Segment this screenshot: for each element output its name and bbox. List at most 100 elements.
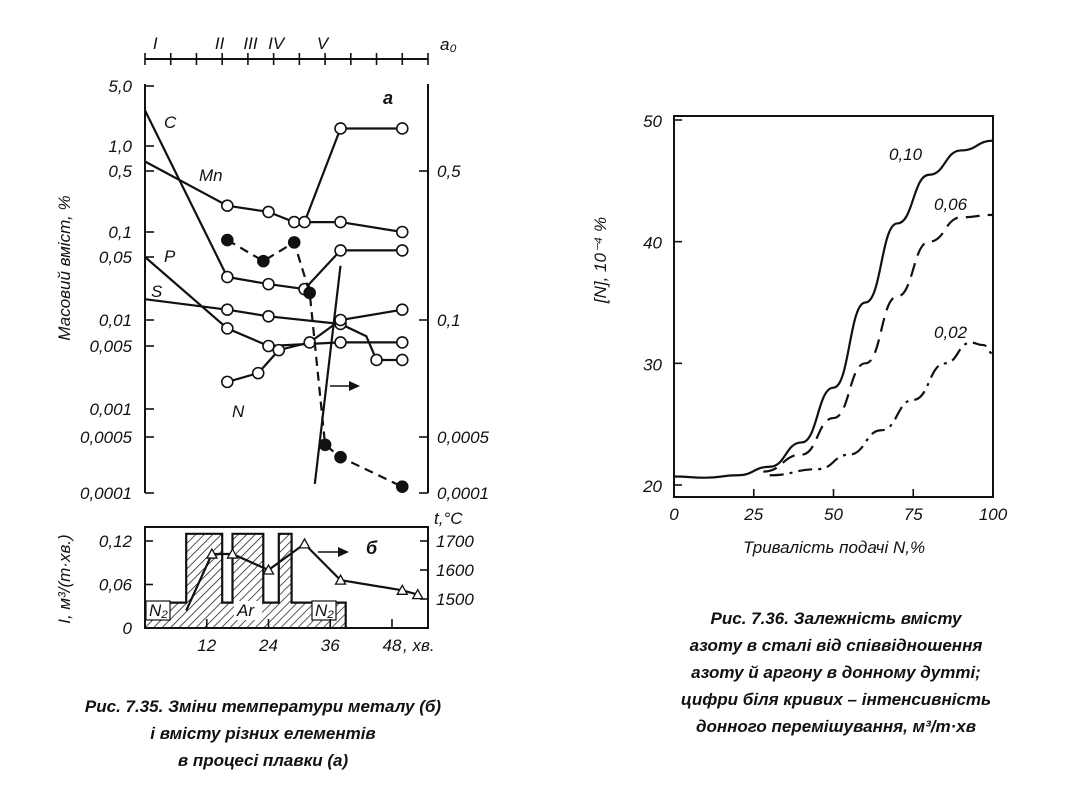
data-point — [221, 375, 234, 389]
series-label-0-02: 0,02 — [934, 323, 968, 342]
data-point — [287, 236, 301, 249]
data-point — [395, 353, 409, 367]
data-point — [303, 336, 316, 349]
caption-736-line-5: донного перемішування, м³/т·хв — [696, 717, 976, 736]
top-axis-label: a₀ — [440, 35, 457, 54]
series-label-0-06: 0,06 — [934, 195, 968, 214]
series-label-C: C — [164, 113, 177, 132]
data-point — [334, 244, 347, 257]
series-line-Mn — [144, 160, 403, 234]
x-tick-label: 36 — [321, 636, 340, 655]
stage-label-4: IV — [268, 34, 286, 53]
x-tick-label: 50 — [824, 505, 843, 524]
caption-736-line-4: цифри біля кривих – інтенсивність — [681, 690, 991, 709]
left-tick-label: 0,05 — [99, 248, 133, 267]
gas-label-ar: Ar — [236, 601, 255, 620]
data-point — [221, 270, 234, 284]
series-label-0-10: 0,10 — [889, 145, 923, 164]
y2-tick-label: 1600 — [436, 561, 474, 580]
data-point — [221, 322, 234, 335]
data-point — [303, 286, 316, 300]
data-point — [395, 480, 409, 493]
data-point — [395, 336, 409, 349]
data-point — [262, 277, 275, 291]
gas-label-n2-right: N₂ — [315, 601, 334, 620]
temperature-point — [334, 573, 347, 585]
data-point — [287, 215, 301, 229]
series-label-P: P — [164, 247, 176, 266]
x-tick-label: 0 — [669, 505, 679, 524]
temperature-point — [205, 547, 218, 559]
panel-label-b: б — [366, 538, 378, 558]
y-tick-label: 0,12 — [99, 532, 133, 551]
y-tick-label: 30 — [643, 355, 662, 374]
x-axis-title: Тривалість подачі N,% — [743, 538, 925, 557]
series-line-unnamed-7 — [313, 265, 342, 485]
left-tick-label: 0,5 — [108, 162, 132, 181]
data-point — [370, 353, 383, 367]
y-axis-title: [N], 10⁻⁴ % — [591, 217, 610, 304]
series-line-0-02 — [769, 341, 994, 477]
stage-label-3: III — [243, 34, 257, 53]
data-point — [221, 233, 234, 247]
caption-735-line-1: Рис. 7.35. Зміни температури металу (б) — [85, 697, 442, 716]
caption-736-line-3: азоту й аргону в донному дутті; — [691, 663, 981, 682]
x-axis-title: , хв. — [403, 636, 435, 655]
series-label-S: S — [151, 282, 163, 301]
data-point — [334, 336, 347, 349]
data-point — [334, 313, 347, 327]
series-line-P — [144, 256, 403, 348]
data-point — [395, 122, 409, 135]
series-line-0-06 — [763, 213, 994, 473]
caption-735-line-3: в процесі плавки (а) — [178, 751, 349, 770]
y-tick-label: 0 — [123, 619, 133, 638]
data-point — [334, 215, 347, 229]
y-tick-label: 20 — [642, 477, 662, 496]
caption-736-line-1: Рис. 7.36. Залежність вмісту — [711, 609, 964, 628]
left-tick-label: 5,0 — [108, 77, 132, 96]
caption-736-line-2: азоту в сталі від співвідношення — [690, 636, 983, 655]
series-label-N: N — [232, 402, 245, 421]
data-point — [262, 339, 275, 353]
data-point — [318, 438, 332, 452]
right-tick-label: 0,0001 — [437, 484, 489, 503]
gas-label-n2-left: N₂ — [149, 601, 168, 620]
flow-outline — [145, 532, 347, 628]
x-tick-label: 48 — [383, 636, 402, 655]
x-tick-label: 24 — [258, 636, 278, 655]
gas-box — [311, 600, 337, 621]
y2-tick-label: 1700 — [436, 532, 474, 551]
data-point — [257, 254, 270, 268]
left-tick-label: 0,005 — [89, 337, 132, 356]
data-point — [221, 199, 234, 213]
left-tick-label: 0,001 — [89, 400, 132, 419]
series-label-Mn: Mn — [199, 166, 223, 185]
data-point — [251, 366, 265, 380]
temp-arrowhead — [338, 547, 349, 557]
right-tick-label: 0,0005 — [437, 428, 490, 447]
chart-nitrogen: 0 25 50 75 100 20 30 40 50 Тривалість подачі N,% [… — [591, 112, 1008, 557]
y-tick-label: 40 — [643, 234, 662, 253]
y-axis-title: Масовий вміст, % — [55, 195, 74, 340]
temperature-point — [298, 537, 311, 549]
captions: Рис. 7.35. Зміни температури металу (б) і… — [85, 609, 991, 770]
data-point — [334, 450, 347, 464]
chart-temperature-b: N₂ Ar N₂ б 12 24 36 48, хв. 0 0,06 0,12 1500 1600 170… — [55, 509, 474, 655]
temperature-point — [226, 547, 239, 559]
caption-735-line-2: і вмісту різних елементів — [150, 724, 375, 743]
data-point — [262, 205, 275, 219]
x-tick-label: 100 — [979, 505, 1008, 524]
x-tick-label: 25 — [743, 505, 763, 524]
left-tick-label: 0,0005 — [80, 428, 133, 447]
y-axis-title-b: I, м³/(т·хв.) — [55, 534, 74, 623]
data-point — [395, 225, 409, 239]
x-tick-label: 12 — [197, 636, 216, 655]
stage-label-5: V — [317, 34, 330, 53]
data-point — [221, 303, 234, 317]
series-line-C — [144, 109, 403, 291]
x-tick-label: 75 — [904, 505, 923, 524]
gas-box — [234, 601, 262, 620]
stage-label-1: I — [153, 34, 158, 53]
right-axis-arrowhead — [349, 381, 360, 391]
